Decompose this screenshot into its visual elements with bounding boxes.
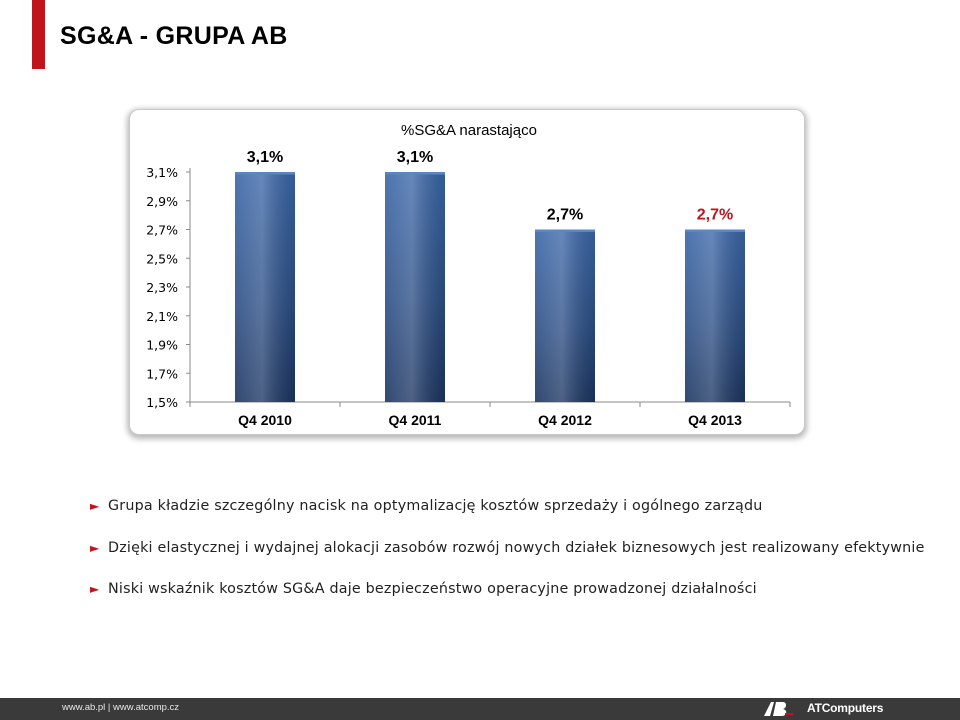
bullet-item: ► Grupa kładzie szczególny nacisk na opt… — [90, 495, 930, 518]
slide-title: SG&A - GRUPA AB — [60, 22, 288, 50]
data-label: 3,1% — [397, 149, 433, 166]
footer-links[interactable]: www.ab.pl | www.atcomp.cz — [62, 702, 180, 713]
bullet-marker-icon: ► — [90, 541, 100, 555]
bullet-item: ► Niski wskaźnik kosztów SG&A daje bezpi… — [90, 578, 930, 601]
x-tick-label: Q4 2010 — [238, 412, 292, 428]
y-axis: 1,5% 1,7% 1,9% 2,1% 2,3% 2,5% 2,7% 2,9% 3,1% — [146, 165, 191, 410]
title-accent-bar — [32, 0, 45, 69]
bar-top-highlight — [685, 229, 745, 232]
bullet-text: Niski wskaźnik kosztów SG&A daje bezpiec… — [108, 581, 757, 597]
bar-top-highlight — [535, 229, 595, 232]
y-tick-label: 3,1% — [146, 165, 178, 180]
x-tick-label: Q4 2013 — [688, 412, 742, 428]
bullet-marker-icon: ► — [90, 582, 100, 596]
x-axis: Q4 2010 Q4 2011 Q4 2012 Q4 2013 — [189, 401, 791, 428]
y-tick-label: 1,9% — [146, 338, 178, 353]
bullet-marker-icon: ► — [90, 499, 100, 513]
bar-shine — [685, 229, 745, 402]
data-label: 2,7% — [697, 207, 733, 224]
bar-shine — [235, 172, 295, 402]
y-tick-label: 2,9% — [146, 194, 178, 209]
y-tick-label: 1,7% — [146, 366, 178, 381]
footer-brand: ATComputers — [807, 701, 884, 715]
bar-chart: %SG&A narastająco 1,5% 1,7% 1,9% 2,1% 2,3% 2,… — [146, 122, 791, 428]
data-label: 3,1% — [247, 149, 283, 166]
bullet-list: ► Grupa kładzie szczególny nacisk na opt… — [90, 495, 930, 601]
bullet-item: ► Dzięki elastycznej i wydajnej alokacji… — [90, 537, 930, 560]
chart-title: %SG&A narastająco — [401, 122, 537, 139]
y-tick-label: 2,7% — [146, 223, 178, 238]
data-labels-group: 3,1% 3,1% 2,7% 2,7% — [247, 149, 733, 224]
bullet-text: Dzięki elastycznej i wydajnej alokacji z… — [108, 540, 925, 556]
ab-logo-icon — [764, 702, 793, 716]
chart-frame: %SG&A narastająco 1,5% 1,7% 1,9% 2,1% 2,3% 2,… — [130, 110, 804, 434]
bar-shine — [535, 229, 595, 402]
data-label: 2,7% — [547, 207, 583, 224]
bullet-text: Grupa kładzie szczególny nacisk na optym… — [108, 498, 763, 514]
bars-group — [235, 172, 745, 402]
y-tick-label: 1,5% — [146, 395, 178, 410]
y-tick-label: 2,3% — [146, 280, 178, 295]
x-tick-label: Q4 2011 — [389, 412, 442, 428]
bar-shine — [385, 172, 445, 402]
x-tick-label: Q4 2012 — [538, 412, 592, 428]
y-tick-label: 2,1% — [146, 309, 178, 324]
bar-top-highlight — [385, 172, 445, 175]
footer-bar: www.ab.pl | www.atcomp.cz ATComputers — [0, 698, 960, 720]
bar-top-highlight — [235, 172, 295, 175]
y-tick-label: 2,5% — [146, 251, 178, 266]
